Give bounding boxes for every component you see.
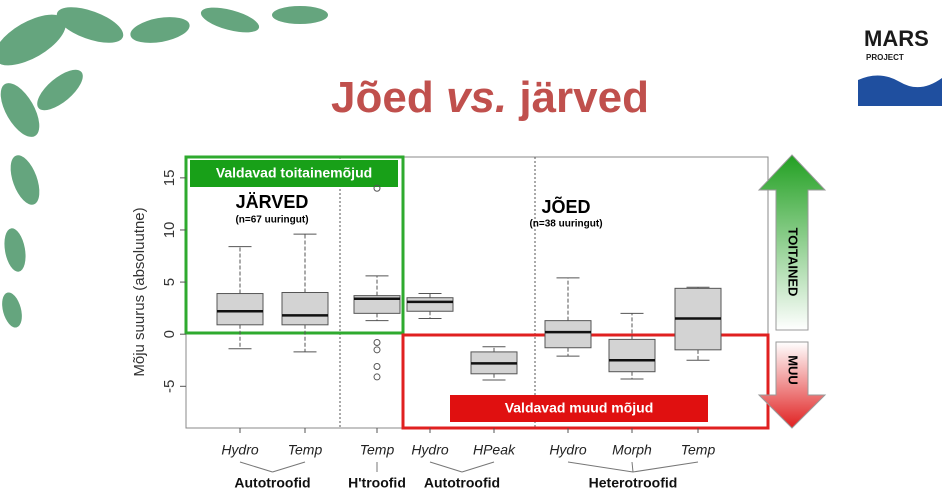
box	[282, 293, 328, 325]
x-tick-label: HPeak	[473, 442, 516, 458]
group-note: (n=38 uuringut)	[529, 219, 602, 230]
title-part: Jõed	[331, 73, 434, 122]
title-part: järved	[518, 73, 649, 122]
box	[545, 321, 591, 348]
title: Jõed vs. järved	[331, 73, 649, 122]
group-heading: JÄRVED	[236, 192, 309, 212]
group-connector	[430, 462, 462, 472]
y-tick-label: -5	[161, 380, 178, 393]
outlier	[374, 374, 380, 380]
logo-text: MARS	[864, 26, 929, 51]
outlier	[374, 340, 380, 346]
box	[217, 294, 263, 325]
y-tick-label: 15	[161, 170, 178, 187]
group-note: (n=67 uuringut)	[235, 215, 308, 226]
title-part: vs.	[446, 73, 507, 122]
x-tick-label: Temp	[360, 442, 395, 458]
group-heading: JÕED	[541, 196, 590, 217]
group-connector	[273, 462, 306, 472]
arrow-label: MUU	[786, 355, 801, 385]
y-tick-label: 10	[161, 222, 178, 239]
y-tick-label: 5	[161, 278, 178, 286]
group-connector	[240, 462, 273, 472]
box	[609, 339, 655, 371]
arrow-label: TOITAINED	[786, 228, 801, 297]
annotation: Valdavad toitainemõjud	[216, 165, 372, 181]
group-label: Autotroofid	[234, 475, 310, 491]
x-tick-label: Temp	[288, 442, 323, 458]
group-connector	[568, 462, 633, 472]
group-label: Heterotroofid	[589, 475, 678, 491]
x-tick-label: Morph	[612, 442, 652, 458]
x-tick-label: Temp	[681, 442, 716, 458]
y-tick-label: 0	[161, 330, 178, 338]
group-connector	[633, 462, 698, 472]
outlier	[374, 347, 380, 353]
logo-subtext: PROJECT	[866, 53, 904, 62]
annotation: Valdavad muud mõjud	[505, 400, 654, 416]
y-axis-label: Mõju suurus (absoluutne)	[131, 207, 148, 376]
group-label: H'troofid	[348, 475, 406, 491]
x-tick-label: Hydro	[549, 442, 587, 458]
group-connector	[632, 462, 633, 472]
logo: MARS PROJECT	[858, 26, 942, 106]
slide: MARS PROJECT Jõed vs. järved Mõju suurus…	[0, 0, 945, 493]
group-label: Autotroofid	[424, 475, 500, 491]
x-tick-label: Hydro	[411, 442, 449, 458]
x-tick-label: Hydro	[221, 442, 259, 458]
box	[407, 298, 453, 312]
outlier	[374, 364, 380, 370]
group-connector	[462, 462, 494, 472]
